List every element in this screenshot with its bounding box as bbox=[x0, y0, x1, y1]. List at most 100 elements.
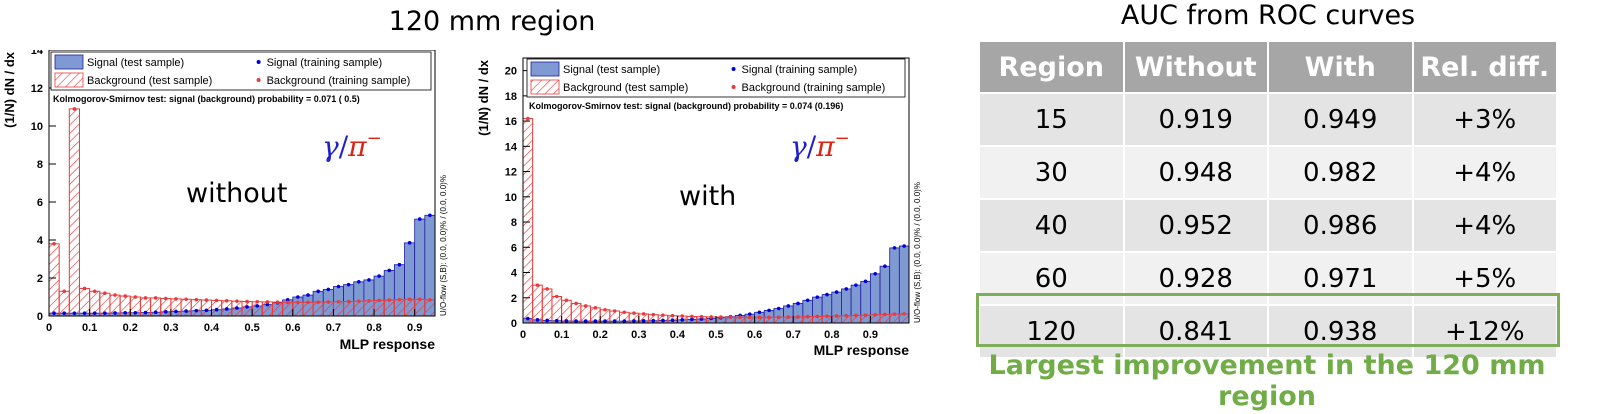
x-axis-label: MLP response bbox=[340, 336, 436, 352]
histogram-with: 0 0.1 0.2 0.3 0.4 0.5 0.6 0.7 0.8 0.9 0 2 4 6 8 10 12 14 1… bbox=[476, 57, 922, 357]
signal-training-point bbox=[103, 311, 107, 315]
background-training-point bbox=[641, 312, 646, 316]
signal-training-point bbox=[397, 262, 402, 267]
table-cell: 0.938 bbox=[1267, 304, 1414, 359]
background-training-point bbox=[113, 293, 117, 297]
signal-training-point bbox=[153, 310, 158, 315]
legend-entry: Signal (test sample) bbox=[563, 64, 660, 76]
signal-training-point bbox=[583, 319, 588, 323]
background-training-point bbox=[204, 298, 209, 302]
background-bar bbox=[541, 288, 553, 324]
x-tick-label: 0.1 bbox=[82, 322, 97, 334]
signal-training-point bbox=[123, 310, 127, 315]
background-training-point bbox=[357, 299, 361, 303]
panel-label: with bbox=[679, 181, 736, 212]
y-axis-label: (1/N) dN / dx bbox=[476, 59, 491, 136]
y-tick-label: 0 bbox=[511, 318, 517, 330]
background-bar bbox=[532, 284, 543, 324]
background-training-point bbox=[407, 297, 412, 302]
signal-training-point bbox=[670, 318, 675, 323]
plot-area bbox=[49, 50, 435, 316]
y-tick-label: 16 bbox=[505, 116, 517, 128]
signal-training-point bbox=[690, 317, 694, 322]
signal-training-point bbox=[52, 311, 56, 315]
legend-entry: Background (test sample) bbox=[563, 82, 688, 94]
background-training-point bbox=[825, 314, 829, 318]
signal-training-point bbox=[863, 279, 868, 284]
background-training-point bbox=[174, 297, 178, 301]
background-training-point bbox=[316, 300, 320, 304]
background-training-point bbox=[346, 299, 351, 304]
x-tick-label: 0.5 bbox=[245, 322, 260, 334]
signal-training-point bbox=[545, 318, 549, 323]
table-title: AUC from ROC curves bbox=[1120, 0, 1416, 31]
background-training-point bbox=[72, 107, 77, 111]
background-training-point bbox=[428, 298, 432, 302]
background-training-point bbox=[194, 297, 199, 302]
signal-training-point bbox=[92, 311, 97, 315]
background-training-point bbox=[535, 283, 540, 287]
background-bar bbox=[353, 300, 365, 317]
signal-training-point bbox=[805, 298, 810, 303]
column-header: Without bbox=[1122, 40, 1269, 94]
improvement-note: Largest improvement in the 120 mm region bbox=[988, 350, 1546, 412]
background-bar bbox=[68, 108, 80, 317]
background-training-point bbox=[699, 314, 704, 319]
signal-training-point bbox=[316, 289, 320, 294]
legend-entry: Signal (training sample) bbox=[742, 64, 858, 76]
legend-entry: Signal (training sample) bbox=[267, 57, 383, 69]
y-axis-label: (1/N) dN / dx bbox=[2, 51, 17, 128]
legend-signal-training-marker bbox=[256, 60, 261, 64]
x-tick-label: 0.7 bbox=[786, 329, 801, 341]
background-training-point bbox=[651, 312, 656, 317]
legend-background-training-marker bbox=[731, 85, 736, 89]
background-bar bbox=[48, 243, 60, 317]
signal-training-point bbox=[285, 298, 290, 302]
slash-symbol: / bbox=[339, 130, 349, 163]
background-training-point bbox=[92, 289, 97, 294]
background-training-point bbox=[796, 315, 800, 319]
y-tick-label: 14 bbox=[505, 141, 518, 153]
table-cell: 0.919 bbox=[1122, 92, 1269, 147]
minus-superscript: − bbox=[367, 128, 382, 149]
x-axis-label: MLP response bbox=[814, 342, 910, 357]
y-tick-label: 2 bbox=[511, 293, 517, 305]
y-tick-label: 4 bbox=[37, 235, 44, 247]
background-training-point bbox=[545, 287, 549, 291]
x-tick-label: 0 bbox=[46, 322, 52, 334]
table-row: 15 0.919 0.949 +3% bbox=[978, 92, 1558, 147]
background-training-point bbox=[593, 306, 598, 310]
signal-training-point bbox=[377, 274, 381, 278]
background-training-point bbox=[854, 313, 858, 318]
background-bar bbox=[200, 299, 213, 317]
background-training-point bbox=[133, 295, 138, 299]
y-tick-label: 10 bbox=[31, 121, 43, 133]
background-bar bbox=[383, 299, 395, 317]
background-training-point bbox=[214, 298, 219, 303]
background-training-point bbox=[670, 313, 675, 318]
background-bar bbox=[393, 299, 406, 317]
background-bar bbox=[170, 298, 182, 317]
table-cell: 120 bbox=[978, 304, 1125, 359]
background-training-point bbox=[883, 312, 887, 317]
background-bar bbox=[522, 118, 534, 324]
histogram-panel-with: 0 0.1 0.2 0.3 0.4 0.5 0.6 0.7 0.8 0.9 0 2 4 6 8 10 12 14 1… bbox=[476, 52, 928, 357]
x-tick-label: 0.1 bbox=[554, 329, 569, 341]
background-training-point bbox=[603, 307, 607, 312]
y-tick-label: 12 bbox=[31, 83, 43, 95]
background-training-point bbox=[776, 315, 781, 319]
background-bar bbox=[312, 301, 324, 317]
signal-training-point bbox=[133, 310, 138, 315]
background-training-point bbox=[526, 116, 530, 121]
background-training-point bbox=[82, 286, 87, 291]
signal-bar bbox=[889, 247, 900, 324]
background-bar bbox=[292, 301, 304, 317]
signal-training-point bbox=[632, 319, 636, 323]
x-tick-label: 0.4 bbox=[204, 322, 220, 334]
signal-training-point bbox=[767, 308, 771, 313]
x-tick-label: 0 bbox=[520, 329, 526, 341]
background-training-point bbox=[143, 296, 148, 300]
signal-training-point bbox=[224, 307, 229, 311]
x-tick-label: 0.3 bbox=[631, 329, 646, 341]
signal-bar bbox=[898, 245, 910, 324]
